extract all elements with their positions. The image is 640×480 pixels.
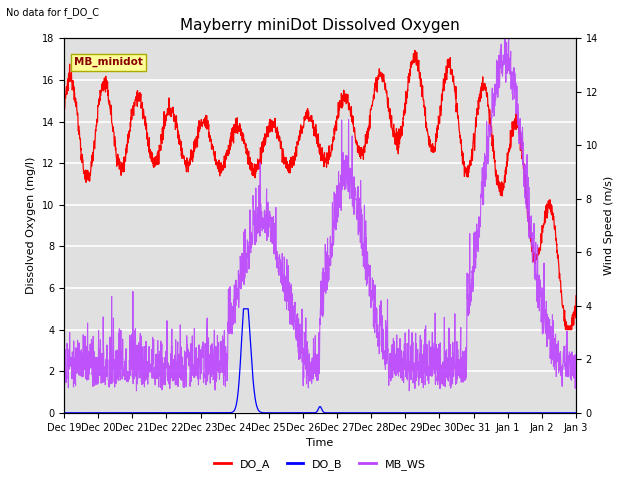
X-axis label: Time: Time [307, 438, 333, 448]
Title: Mayberry miniDot Dissolved Oxygen: Mayberry miniDot Dissolved Oxygen [180, 18, 460, 33]
Legend: DO_A, DO_B, MB_WS: DO_A, DO_B, MB_WS [209, 455, 431, 474]
Text: MB_minidot: MB_minidot [74, 57, 143, 67]
Text: No data for f_DO_C: No data for f_DO_C [6, 7, 99, 18]
Y-axis label: Wind Speed (m/s): Wind Speed (m/s) [604, 176, 614, 275]
Y-axis label: Dissolved Oxygen (mg/l): Dissolved Oxygen (mg/l) [26, 157, 36, 294]
